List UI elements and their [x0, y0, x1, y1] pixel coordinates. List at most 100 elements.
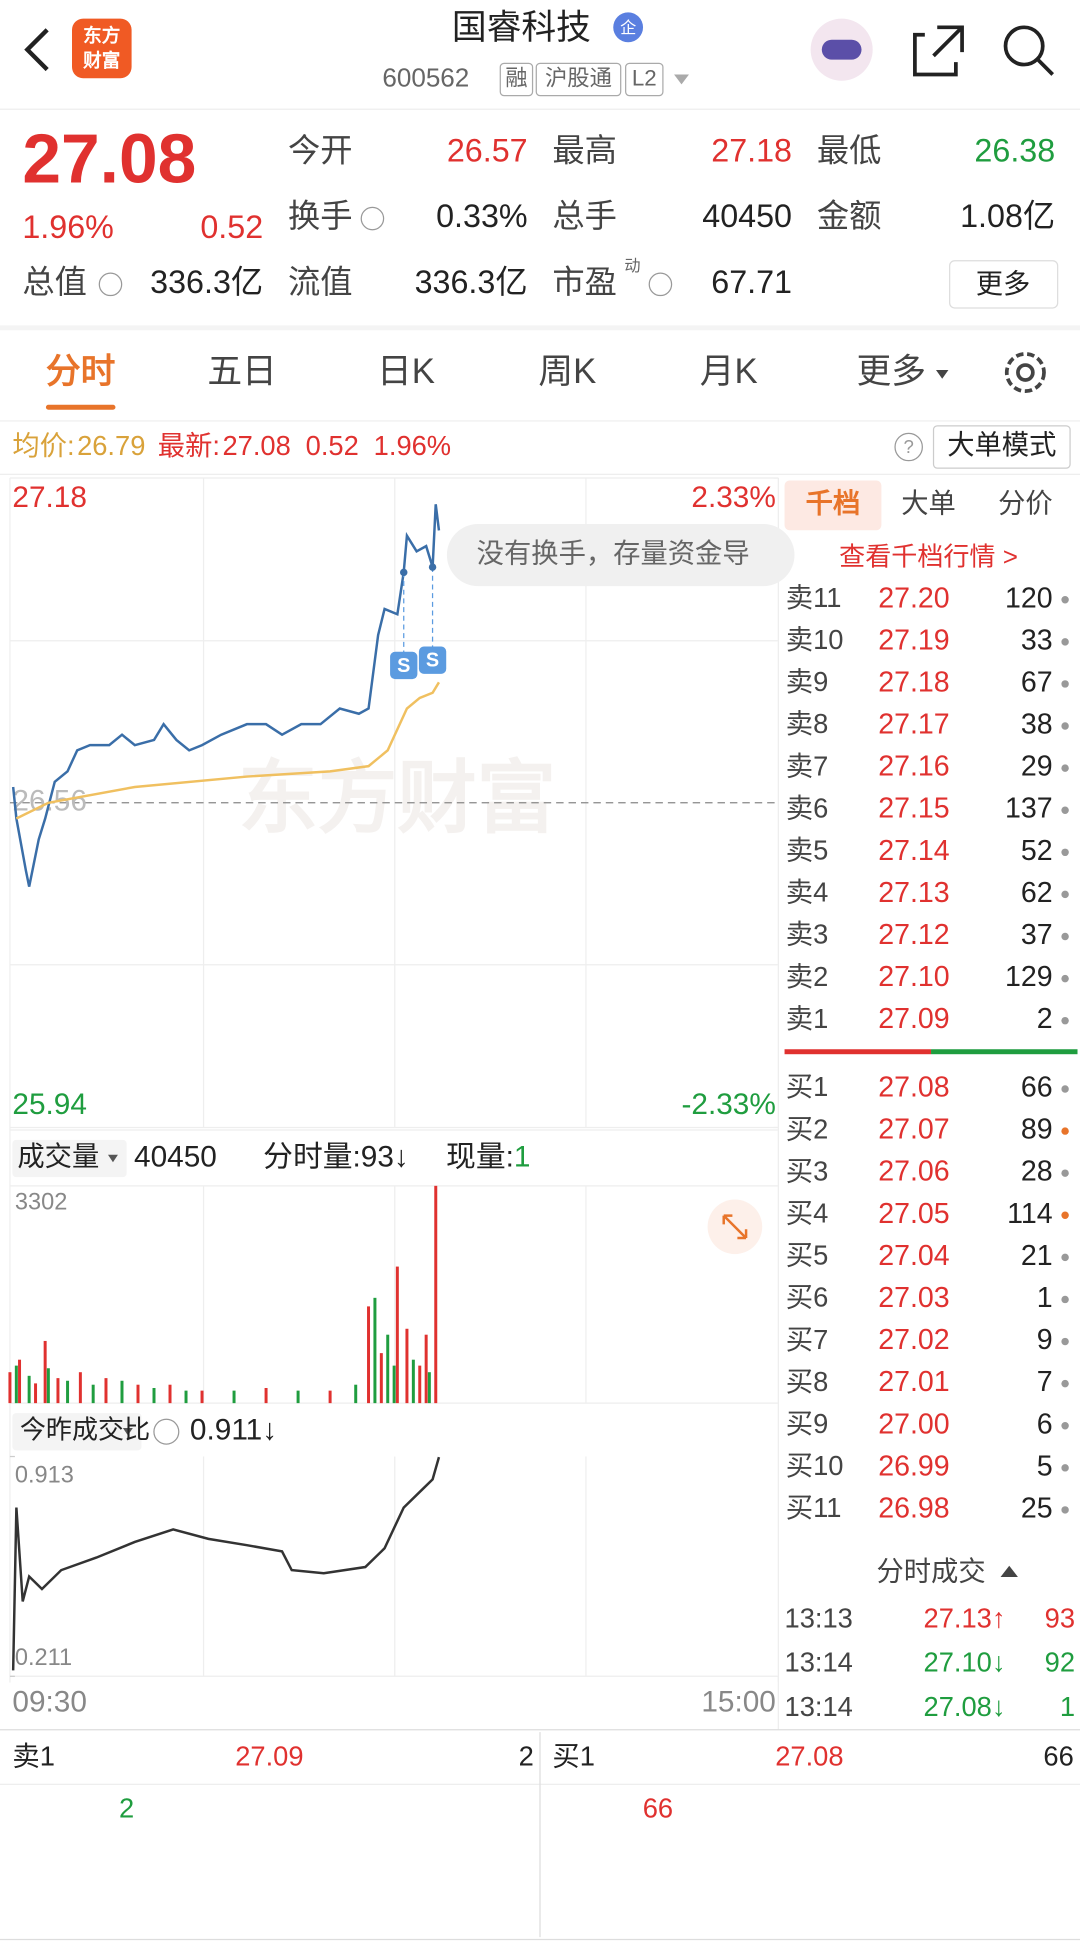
volume-bar [8, 1372, 12, 1404]
volume-bar [367, 1306, 371, 1404]
tab[interactable]: 五日 [207, 353, 276, 391]
tab[interactable]: 更多 [857, 352, 926, 391]
book-qty: 5 [1037, 1450, 1053, 1482]
tab[interactable]: 周K [538, 353, 596, 391]
book-label: 买6 [786, 1282, 828, 1313]
book-price: 27.14 [878, 835, 950, 867]
field-value: 336.3亿 [415, 264, 528, 300]
book-tab[interactable]: 大单 [901, 488, 956, 519]
book-dot [1061, 596, 1069, 604]
volume-bar [296, 1390, 300, 1404]
book-qty: 38 [1021, 709, 1053, 741]
tooltip-bubble [446, 524, 795, 587]
book-dot [1061, 722, 1069, 730]
book-price: 27.17 [878, 709, 949, 741]
book-label: 卖5 [786, 835, 828, 866]
book-price: 27.09 [878, 1003, 949, 1035]
bottom-price: 27.09 [235, 1740, 303, 1771]
bottom-detail: 2 [119, 1793, 134, 1824]
book-price: 27.19 [878, 624, 949, 656]
field-label: 总手 [552, 198, 617, 234]
bid-bar [931, 1049, 1078, 1055]
book-link[interactable]: 查看千档行情 > [839, 542, 1018, 572]
tag: L2 [632, 65, 657, 90]
more-button-text: 更多 [976, 268, 1031, 299]
help-icon[interactable] [894, 432, 923, 462]
book-dot [1061, 764, 1069, 772]
search-icon[interactable] [1003, 25, 1045, 67]
volume-bar [200, 1390, 204, 1404]
y-tick-label: 0.913 [15, 1462, 74, 1488]
marker-label: S [397, 655, 410, 677]
book-tab[interactable]: 千档 [806, 488, 861, 519]
more-button[interactable] [949, 260, 1059, 309]
book-dot [1061, 638, 1069, 646]
book-qty: 66 [1021, 1072, 1053, 1104]
book-qty: 67 [1021, 666, 1053, 698]
book-label: 买9 [786, 1408, 828, 1439]
change-pct: 1.96% [22, 209, 113, 245]
back-button[interactable] [24, 28, 49, 72]
book-price: 27.08 [878, 1072, 949, 1104]
book-price: 27.16 [878, 751, 949, 783]
book-dot [1061, 1085, 1069, 1093]
volume-bar [66, 1380, 70, 1404]
y-tick-label: 25.94 [12, 1088, 87, 1121]
change: 0.52 [200, 209, 263, 245]
book-label: 卖2 [786, 961, 828, 992]
tab[interactable]: 日K [377, 353, 435, 391]
marker-dot [400, 568, 408, 577]
book-label: 卖8 [786, 708, 828, 739]
tag-box [625, 62, 664, 97]
label: 分时量: [263, 1140, 361, 1173]
book-qty: 21 [1021, 1240, 1053, 1272]
help-symbol: ? [904, 436, 914, 457]
book-label: 买2 [786, 1113, 828, 1144]
field-label: 今开 [288, 132, 353, 168]
series-line [11, 1456, 441, 1671]
active-book-tab[interactable] [784, 480, 882, 531]
trade-qty: 1 [1060, 1691, 1075, 1722]
book-tab[interactable]: 分价 [998, 488, 1053, 519]
trade-header-bg [779, 1549, 1080, 1555]
field-value: 0.33% [436, 198, 527, 234]
info-icon[interactable] [648, 272, 673, 297]
volume-bar [427, 1372, 431, 1404]
share-icon[interactable] [913, 25, 964, 77]
dropdown-arrow[interactable] [674, 74, 689, 85]
volume-info: 分时量:93↓ 现量:1 [263, 1140, 530, 1173]
avatar-face [821, 39, 862, 60]
field-label: 金额 [817, 198, 882, 234]
book-dot [1061, 1506, 1069, 1514]
bottom-label: 卖1 [12, 1740, 54, 1771]
help-icon[interactable] [153, 1418, 180, 1445]
volume-bar [152, 1387, 156, 1404]
ratio-selector[interactable] [12, 1413, 142, 1451]
book-price: 27.00 [878, 1408, 949, 1440]
tab[interactable]: 分时 [46, 352, 115, 391]
field-value: 40450 [702, 198, 792, 234]
book-price: 27.04 [878, 1240, 950, 1272]
book-dot [1061, 1253, 1069, 1262]
info-icon[interactable] [360, 206, 385, 231]
book-qty: 6 [1037, 1408, 1053, 1440]
collapse-arrow[interactable] [1000, 1565, 1018, 1577]
book-dot [1061, 1169, 1069, 1177]
volume-bar [373, 1297, 377, 1404]
selector-arrow [122, 1427, 133, 1436]
book-label: 买4 [786, 1197, 828, 1228]
book-dot [1061, 680, 1069, 688]
settings-icon[interactable] [1004, 352, 1046, 394]
marker-badge [418, 646, 447, 674]
info-item: 最新: [158, 430, 220, 461]
tab[interactable]: 月K [700, 353, 758, 391]
book-label: 卖6 [786, 792, 828, 823]
volume-bar [411, 1359, 415, 1404]
volume-selector[interactable] [12, 1139, 127, 1178]
stock-title: 国睿科技 [452, 8, 591, 47]
info-icon[interactable] [98, 272, 123, 297]
volume-bar [405, 1328, 409, 1404]
mode-button[interactable] [932, 425, 1071, 469]
book-label: 卖10 [786, 624, 844, 655]
info-item: 0.52 [306, 430, 359, 461]
